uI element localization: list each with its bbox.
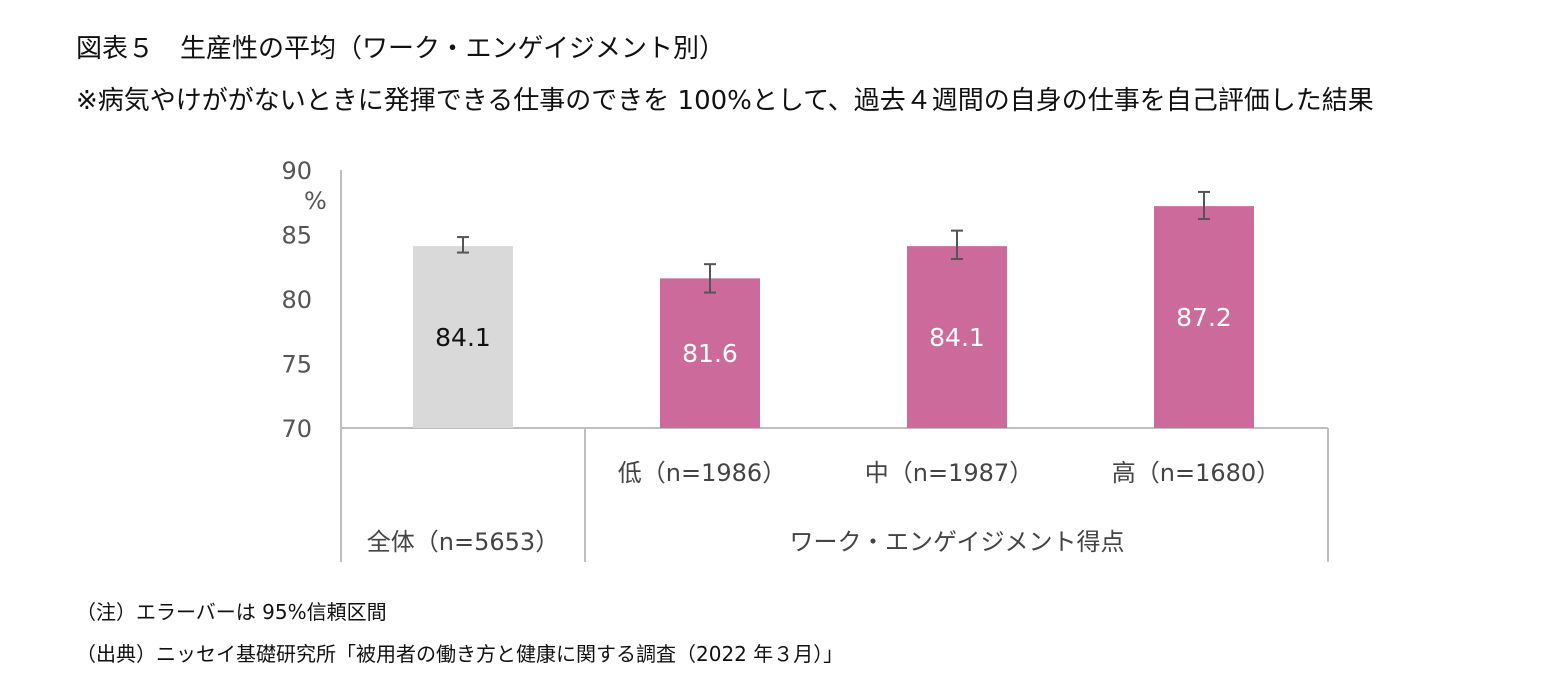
category-label: 全体（n=5653） — [367, 528, 559, 556]
category-label: 中（n=1987） — [865, 459, 1033, 487]
data-label: 84.1 — [929, 323, 985, 352]
chart-axes: 70 75 80 85 90% — [281, 157, 1329, 562]
chart-title: 図表５ 生産性の平均（ワーク・エンゲイジメント別） — [76, 34, 725, 64]
chart-subtitle: ※病気やけががないときに発揮できる仕事のできを 100%として、過去４週間の自身… — [76, 86, 1374, 116]
error-bar-note: （注）エラーバーは 95%信頼区間 — [76, 600, 387, 624]
y-tick-label: 85 — [281, 222, 312, 250]
data-label: 87.2 — [1176, 303, 1232, 332]
category-label: 高（n=1680） — [1112, 459, 1280, 487]
y-tick-label: 75 — [281, 351, 312, 379]
y-tick-label: 80 — [281, 286, 312, 314]
bar — [660, 278, 760, 428]
bar — [413, 246, 513, 428]
data-label: 81.6 — [682, 339, 738, 368]
y-tick-label: 90 — [281, 157, 312, 185]
y-unit-label: % — [304, 187, 327, 215]
bar — [907, 246, 1007, 428]
chart-bars — [413, 190, 1254, 428]
data-label: 84.1 — [435, 323, 491, 352]
source-note: （出典）ニッセイ基礎研究所「被用者の働き方と健康に関する調査（2022 年３月）… — [76, 642, 844, 666]
category-label: 低（n=1986） — [618, 459, 786, 487]
bar — [1154, 206, 1254, 428]
group-label: ワーク・エンゲイジメント得点 — [789, 528, 1124, 556]
chart-labels: 84.1 81.6 84.1 87.2 全体（n=5653） 低（n=1986） 中（n=1… — [367, 303, 1280, 556]
y-tick-label: 70 — [281, 415, 312, 443]
